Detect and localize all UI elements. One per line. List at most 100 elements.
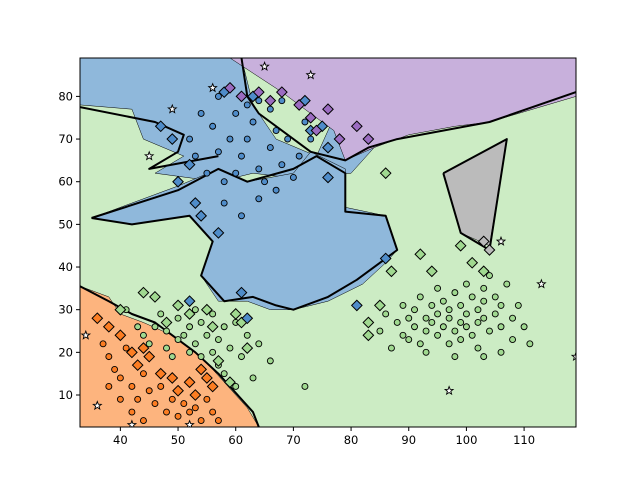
diamond-point-marker	[206, 380, 219, 393]
plot-frame	[79, 57, 577, 428]
circle-point-marker	[214, 92, 222, 100]
diamond-point-marker	[114, 303, 127, 316]
circle-point-marker	[203, 331, 211, 339]
y-axis: 10 20 30 40 50 60 70 80	[58, 89, 80, 402]
circle-point-marker	[186, 323, 194, 331]
circle-point-marker	[191, 404, 199, 412]
circle-point-marker	[486, 272, 493, 280]
circle-point-marker	[168, 353, 176, 361]
circle-point-marker	[278, 161, 286, 169]
circle-point-marker	[226, 344, 234, 352]
circle-point-marker	[99, 340, 107, 348]
circle-point-marker	[480, 353, 488, 361]
circle-point-marker	[376, 327, 384, 335]
circle-point-marker	[451, 289, 459, 297]
x-tick-label: 60	[228, 433, 243, 447]
diamond-point-marker	[275, 86, 288, 99]
diamond-point-marker	[483, 244, 496, 256]
circle-point-marker	[214, 336, 222, 343]
circle-point-marker	[491, 293, 499, 301]
diamond-point-marker	[477, 265, 490, 278]
circle-point-marker	[105, 383, 113, 390]
circle-point-marker	[197, 353, 205, 361]
diamond-point-marker	[183, 295, 196, 308]
circle-point-marker	[480, 297, 488, 305]
diamond-point-marker	[166, 372, 179, 384]
circle-point-marker	[428, 301, 436, 309]
diamond-point-marker	[350, 120, 363, 133]
class-boundary-line	[80, 106, 219, 170]
diamond-point-marker	[310, 124, 323, 137]
circle-point-marker	[411, 306, 418, 314]
diamond-point-marker	[172, 299, 184, 312]
diamond-point-marker	[385, 265, 398, 278]
circle-point-marker	[197, 319, 205, 326]
circle-point-marker	[434, 284, 442, 292]
diamond-point-marker	[362, 316, 375, 329]
circle-point-marker	[295, 152, 303, 160]
circle-point-marker	[191, 306, 199, 314]
star-point-marker	[207, 82, 218, 93]
circle-point-marker	[526, 340, 534, 348]
circle-point-marker	[445, 314, 453, 322]
diamond-point-marker	[224, 81, 236, 94]
star-point-marker	[80, 329, 92, 340]
diamond-point-marker	[362, 329, 375, 342]
circle-point-marker	[186, 348, 194, 356]
circle-point-marker	[445, 340, 453, 348]
circle-point-marker	[116, 374, 124, 382]
diamond-point-marker	[466, 256, 479, 269]
circle-point-marker	[139, 417, 147, 425]
circle-point-marker	[497, 301, 505, 309]
circle-point-marker	[497, 348, 505, 356]
circle-point-marker	[422, 327, 430, 335]
circle-point-marker	[462, 323, 470, 331]
diamond-point-marker	[200, 303, 213, 316]
circle-point-marker	[266, 105, 274, 113]
diamond-point-marker	[229, 308, 242, 320]
circle-point-marker	[174, 336, 182, 343]
diamond-point-marker	[183, 308, 196, 320]
circle-point-marker	[462, 310, 470, 318]
x-tick-label: 50	[171, 433, 186, 447]
circle-point-marker	[439, 323, 447, 331]
circle-point-marker	[122, 344, 130, 352]
circle-point-marker	[105, 353, 113, 361]
circle-point-marker	[428, 319, 436, 326]
circle-point-marker	[116, 395, 124, 403]
diamond-point-marker	[206, 320, 219, 333]
diamond-point-marker	[137, 286, 150, 299]
circle-point-marker	[191, 152, 199, 160]
circle-point-marker	[128, 408, 136, 416]
diamond-point-marker	[235, 286, 248, 299]
star-point-marker	[143, 150, 155, 161]
diamond-point-marker	[454, 239, 467, 252]
circle-point-marker	[232, 169, 240, 177]
diamond-point-marker	[241, 312, 254, 325]
circle-point-marker	[174, 412, 182, 420]
diamond-point-marker	[322, 103, 334, 116]
circle-point-marker	[266, 144, 274, 152]
circle-point-marker	[301, 383, 309, 390]
circle-point-marker	[289, 173, 297, 181]
circle-point-marker	[416, 340, 424, 348]
diamond-point-marker	[322, 141, 334, 154]
diamond-point-marker	[235, 90, 248, 103]
circle-point-marker	[151, 400, 159, 407]
circle-point-marker	[186, 408, 194, 416]
circle-point-marker	[382, 310, 390, 318]
circle-point-marker	[163, 344, 170, 352]
circle-point-marker	[451, 327, 459, 335]
x-axis: 40 50 60 70 80 90 100 110	[113, 427, 535, 447]
circle-point-marker	[434, 310, 442, 318]
x-tick-label: 40	[113, 433, 128, 447]
circle-point-marker	[261, 178, 269, 186]
circle-point-marker	[128, 383, 136, 390]
circle-point-marker	[220, 178, 228, 186]
diamond-point-marker	[333, 133, 346, 145]
circle-point-marker	[163, 327, 170, 335]
class-boundary-line	[240, 58, 576, 162]
star-point-marker	[495, 235, 507, 246]
circle-point-marker	[145, 340, 153, 348]
diamond-point-marker	[425, 265, 438, 278]
